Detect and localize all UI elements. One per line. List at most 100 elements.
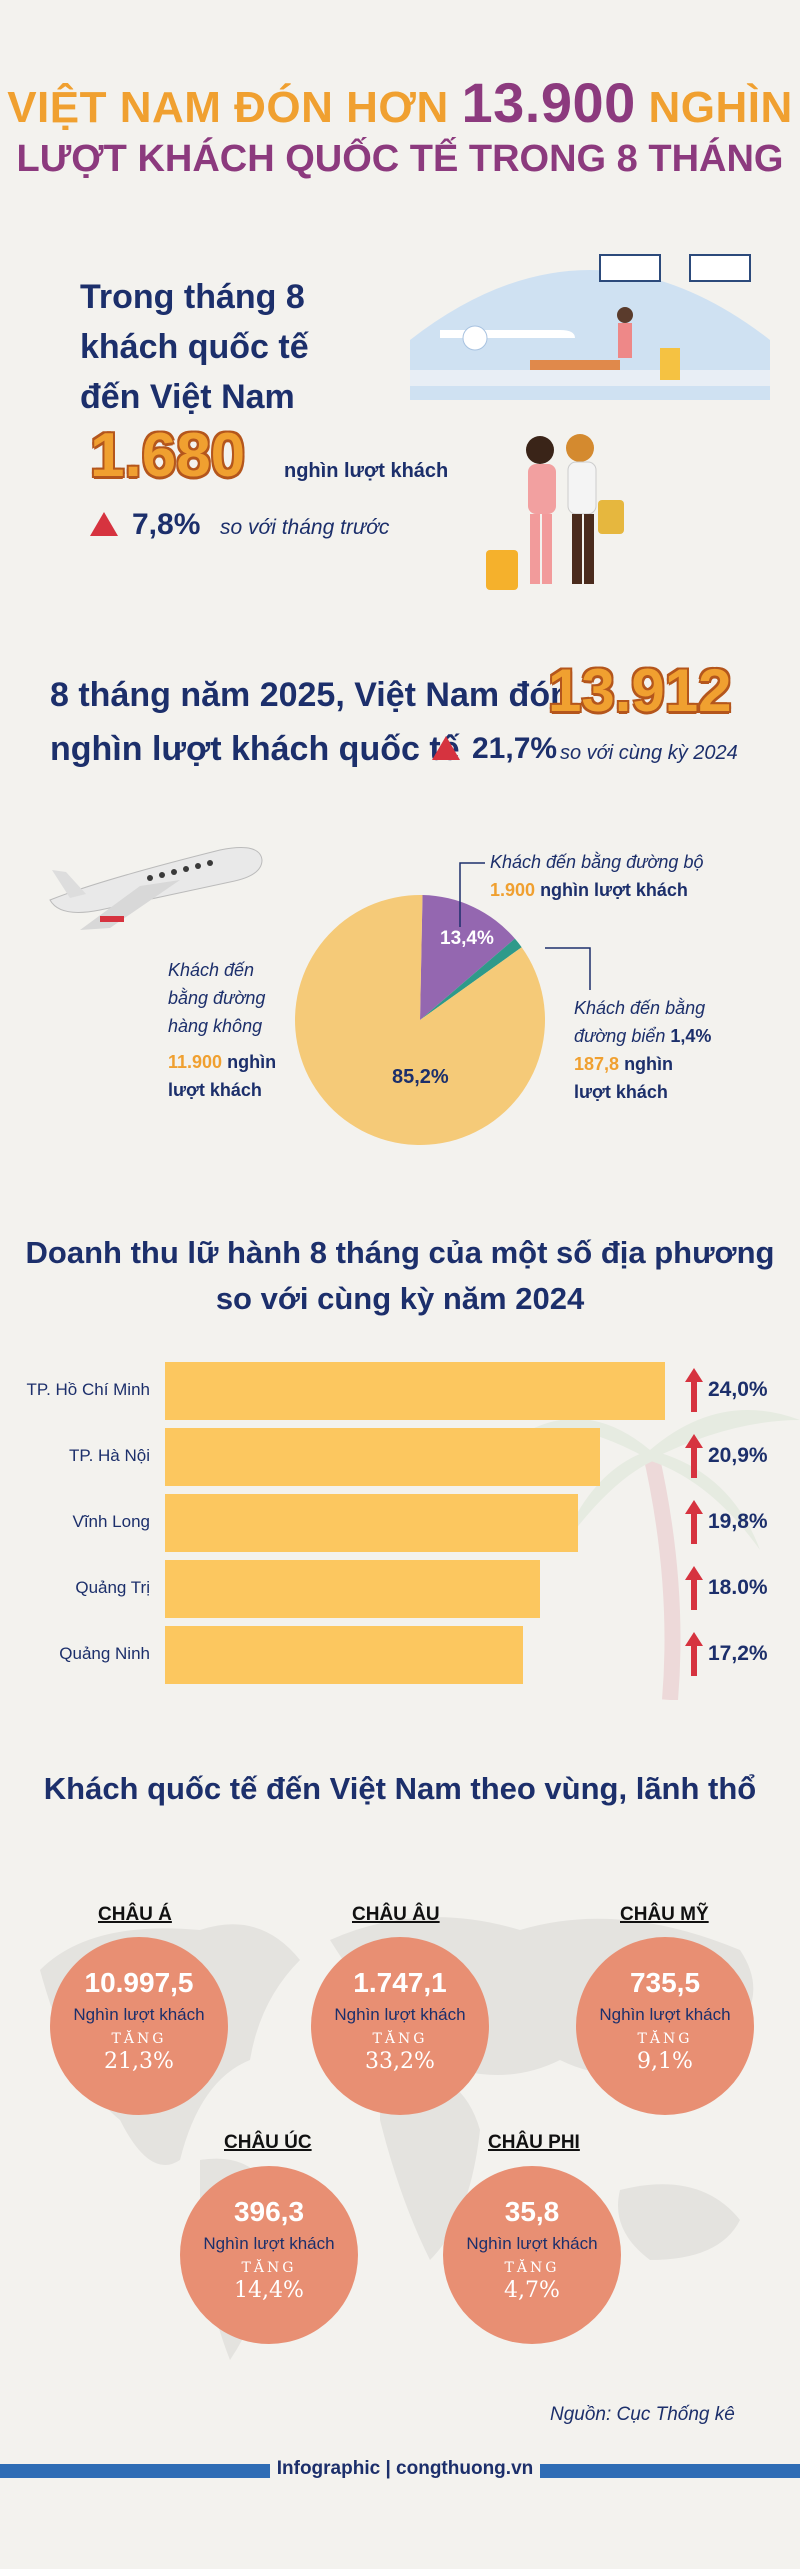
pie-leader-lines xyxy=(459,862,591,990)
pie-slice-air xyxy=(295,895,545,1145)
region-growth: 9,1% xyxy=(637,2049,693,2074)
year-visitors-number: 13.912 xyxy=(548,657,732,724)
year-line1: 8 tháng năm 2025, Việt Nam đón xyxy=(50,676,571,714)
revenue-title-2: so với cùng kỳ năm 2024 xyxy=(215,1281,585,1316)
road-value: 1.900 xyxy=(490,880,536,900)
region-value: 35,8 xyxy=(504,2196,560,2227)
region-growth: 21,3% xyxy=(104,2049,174,2074)
airport-illustration xyxy=(410,254,770,400)
region-bubble-europe: 1.747,1 Nghìn lượt khách TĂNG 33,2% xyxy=(311,1937,489,2115)
bar-value-label: 19,8% xyxy=(708,1510,768,1533)
region-value: 10.997,5 xyxy=(84,1967,194,1998)
month-heading: Trong tháng 8 khách quốc tế đến Việt Nam xyxy=(80,272,420,422)
region-unit: Nghìn lượt khách xyxy=(466,2234,598,2253)
sea-pct: 1,4% xyxy=(670,1026,712,1046)
road-label: Khách đến bằng đường bộ 1.900 nghìn lượt… xyxy=(490,848,703,904)
region-name-africa: CHÂU PHI xyxy=(488,2132,580,2153)
source-note: Nguồn: Cục Thống kê xyxy=(550,2404,735,2425)
travelers-illustration xyxy=(486,434,624,590)
up-triangle-icon xyxy=(90,512,118,536)
bar-category-label: Quảng Ninh xyxy=(59,1644,150,1663)
region-growth: 4,7% xyxy=(504,2278,560,2303)
bar-category-label: Vĩnh Long xyxy=(72,1512,150,1531)
revenue-bar-chart: TP. Hồ Chí Minh 24,0% TP. Hà Nội 20,9% Vĩnh … xyxy=(0,1350,800,1700)
region-name-america: CHÂU MỸ xyxy=(620,1904,709,1925)
bar-category-label: Quảng Trị xyxy=(75,1578,150,1597)
regions-title: Khách quốc tế đến Việt Nam theo vùng, lã… xyxy=(43,1771,757,1806)
air-label-2: bằng đường xyxy=(168,988,266,1008)
sea-value: 187,8 xyxy=(574,1054,620,1074)
up-triangle-icon xyxy=(432,736,460,760)
month-visitors-number: 1.680 xyxy=(90,421,246,490)
pie-road-pct: 13,4% xyxy=(440,928,494,949)
palm-tree-illustration xyxy=(530,1410,800,1700)
airplane-icon xyxy=(49,847,263,930)
air-label-1: Khách đến xyxy=(168,960,255,980)
up-arrow-icon xyxy=(685,1500,703,1544)
up-arrow-icon xyxy=(685,1434,703,1478)
road-label-text: Khách đến bằng đường bộ xyxy=(490,852,704,872)
sea-label: Khách đến bằng đường biển 1,4% 187,8 ngh… xyxy=(574,994,711,1106)
month-heading-3: đến Việt Nam xyxy=(80,378,295,416)
title-suffix: NGHÌN xyxy=(648,83,793,132)
main-title-line2: LƯỢT KHÁCH QUỐC TẾ TRONG 8 THÁNG xyxy=(16,138,784,180)
air-unit-1: nghìn xyxy=(227,1052,277,1072)
region-unit: Nghìn lượt khách xyxy=(73,2005,205,2024)
year-growth-compare: so với cùng kỳ 2024 xyxy=(560,742,738,764)
bar-value-label: 20,9% xyxy=(708,1444,768,1467)
bar-value-label: 18.0% xyxy=(708,1576,768,1599)
month-heading-2: khách quốc tế xyxy=(80,328,309,366)
bar-value-label: 24,0% xyxy=(708,1378,768,1401)
region-unit: Nghìn lượt khách xyxy=(334,2005,466,2024)
region-unit: Nghìn lượt khách xyxy=(203,2234,335,2253)
air-unit-2: lượt khách xyxy=(168,1080,262,1100)
revenue-title: Doanh thu lữ hành 8 tháng của một số địa… xyxy=(0,1230,800,1322)
up-arrow-icon xyxy=(685,1368,703,1412)
footer-credit: Infographic | congthuong.vn xyxy=(276,2458,534,2479)
region-growth-label: TĂNG xyxy=(241,2260,297,2276)
region-value: 396,3 xyxy=(233,2196,305,2227)
region-unit: Nghìn lượt khách xyxy=(599,2005,731,2024)
region-bubble-america: 735,5 Nghìn lượt khách TĂNG 9,1% xyxy=(576,1937,754,2115)
pie-slice-sea xyxy=(420,938,522,1020)
year-line2: nghìn lượt khách quốc tế xyxy=(50,730,460,768)
region-growth-label: TĂNG xyxy=(637,2031,693,2047)
main-title-line1: VIỆT NAM ĐÓN HƠN 13.900 NGHÌN xyxy=(0,70,800,135)
up-arrow-icon xyxy=(685,1632,703,1676)
air-label: Khách đến bằng đường hàng không 11.900 n… xyxy=(168,956,276,1104)
region-growth-label: TĂNG xyxy=(504,2260,560,2276)
region-bubble-oceania: 396,3 Nghìn lượt khách TĂNG 14,4% xyxy=(180,2166,358,2344)
revenue-bar xyxy=(165,1428,601,1486)
bar-value-label: 17,2% xyxy=(708,1642,768,1665)
air-value: 11.900 xyxy=(168,1052,223,1072)
sea-unit-1: nghìn xyxy=(624,1054,674,1074)
footer-bar-right xyxy=(540,2464,800,2478)
pie-air-pct: 85,2% xyxy=(392,1066,449,1088)
footer-bar-left xyxy=(0,2464,270,2478)
sea-label-1: Khách đến bằng xyxy=(574,998,706,1018)
pie-slice-road xyxy=(420,895,515,1020)
revenue-bar xyxy=(165,1560,540,1618)
sea-unit-2: lượt khách xyxy=(574,1082,668,1102)
up-arrow-icon xyxy=(685,1566,703,1610)
title-prefix: VIỆT NAM ĐÓN HƠN xyxy=(7,83,449,132)
bar-category-label: TP. Hà Nội xyxy=(69,1446,150,1465)
month-growth-compare: so với tháng trước xyxy=(220,516,390,539)
transport-pie-chart xyxy=(295,895,545,1145)
region-growth: 33,2% xyxy=(365,2049,435,2074)
month-growth-pct: 7,8% xyxy=(132,508,201,541)
revenue-bar xyxy=(165,1362,665,1420)
region-name-oceania: CHÂU ÚC xyxy=(224,2132,312,2153)
road-unit: nghìn lượt khách xyxy=(540,880,688,900)
year-growth-pct: 21,7% xyxy=(472,732,558,765)
region-name-asia: CHÂU Á xyxy=(98,1904,172,1925)
region-name-europe: CHÂU ÂU xyxy=(352,1904,440,1925)
month-heading-1: Trong tháng 8 xyxy=(80,278,305,316)
title-number: 13.900 xyxy=(461,71,636,134)
month-visitors-unit: nghìn lượt khách xyxy=(284,460,449,482)
region-bubble-africa: 35,8 Nghìn lượt khách TĂNG 4,7% xyxy=(443,2166,621,2344)
region-growth-label: TĂNG xyxy=(372,2031,428,2047)
revenue-title-1: Doanh thu lữ hành 8 tháng của một số địa… xyxy=(25,1235,775,1270)
region-bubble-asia: 10.997,5 Nghìn lượt khách TĂNG 21,3% xyxy=(50,1937,228,2115)
bar-category-label: TP. Hồ Chí Minh xyxy=(26,1380,150,1399)
